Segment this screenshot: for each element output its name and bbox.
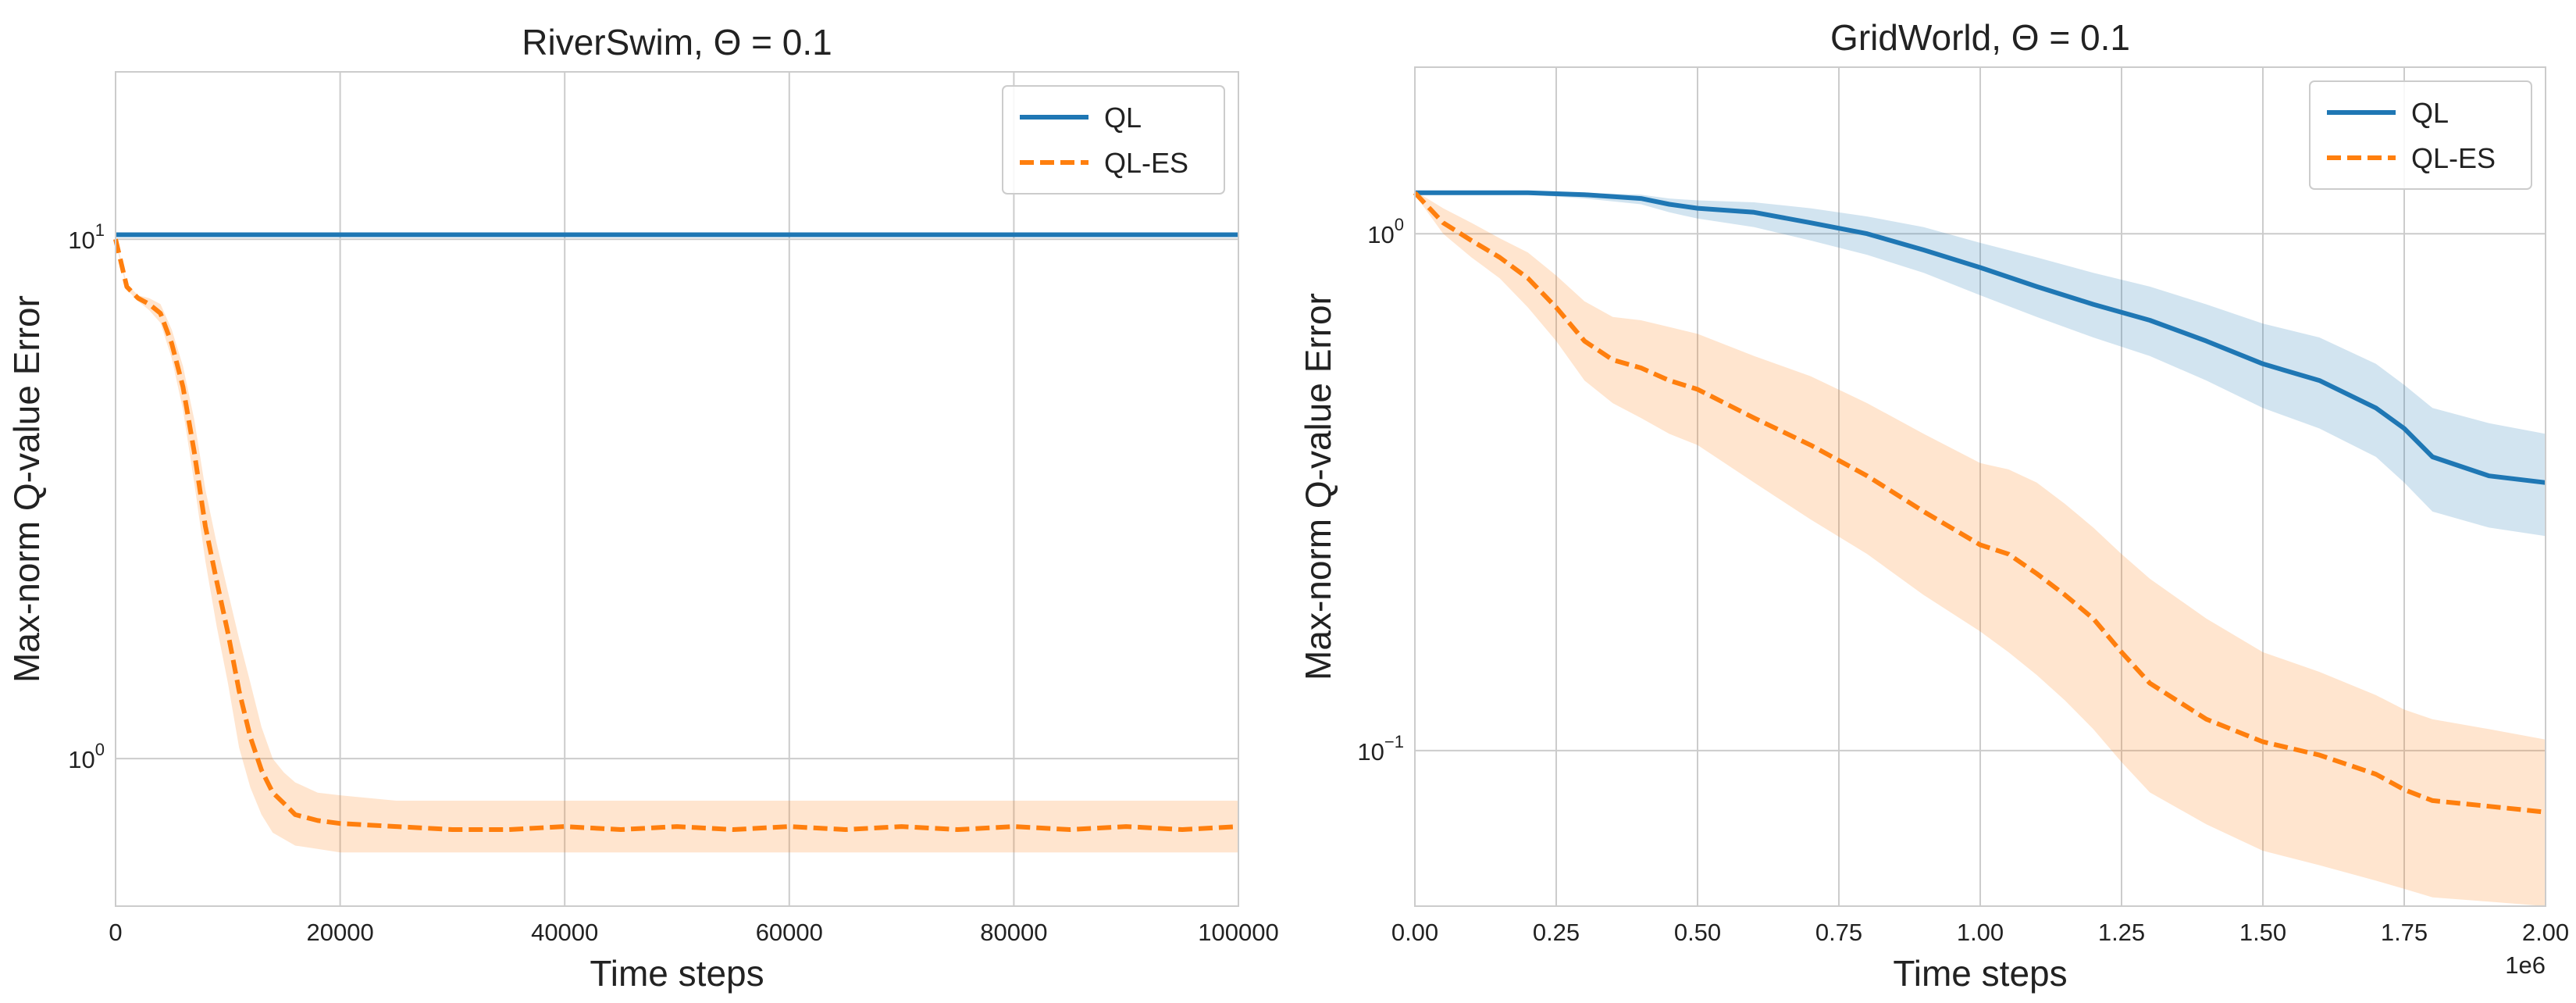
gridworld-ql-band: [1415, 191, 2546, 537]
gridworld-x-tick-label: 0.50: [1674, 919, 1721, 946]
gridworld-x-tick-label: 1.50: [2239, 919, 2286, 946]
gridworld-panel: 0.00 0.25 0.50 0.75 1.00 1.25 1.50 1.75 2.00 100…: [1298, 17, 2569, 994]
gridworld-ql-es-line: [1413, 191, 2546, 815]
riverswim-x-tick-label: 100000: [1198, 919, 1278, 946]
gridworld-x-tick-label: 1.25: [2098, 919, 2145, 946]
riverswim-x-tick-label: 80000: [980, 919, 1047, 946]
gridworld-ql-line: [1415, 190, 2546, 485]
gridworld-x-tick-label: 0.00: [1391, 919, 1438, 946]
riverswim-x-tick-label: 0: [109, 919, 122, 946]
riverswim-legend-box: [1002, 85, 1225, 195]
gridworld-legend-label-ql-es: QL-ES: [2411, 142, 2496, 174]
riverswim-panel: 0 20000 40000 60000 80000 100000 101 100 River…: [6, 22, 1279, 994]
riverswim-title: RiverSwim, Θ = 0.1: [522, 22, 832, 62]
gridworld-x-offset-label: 1e6: [2505, 951, 2546, 979]
riverswim-y-ticks: 101 100: [68, 220, 105, 773]
riverswim-x-tick-label: 40000: [531, 919, 598, 946]
gridworld-y-tick-label: 100: [1367, 215, 1404, 248]
riverswim-x-tick-label: 60000: [756, 919, 823, 946]
riverswim-ql-es-line: [113, 238, 1239, 832]
gridworld-title: GridWorld, Θ = 0.1: [1830, 17, 2130, 58]
gridworld-ql-es-band: [1415, 191, 2546, 906]
riverswim-legend-label-ql: QL: [1104, 102, 1142, 134]
gridworld-y-axis-label: Max-norm Q-value Error: [1298, 293, 1338, 680]
gridworld-x-tick-label: 0.25: [1533, 919, 1580, 946]
gridworld-x-tick-label: 0.75: [1815, 919, 1862, 946]
gridworld-x-axis-label: Time steps: [1893, 953, 2067, 994]
gridworld-y-tick-label: 10−1: [1357, 732, 1404, 766]
riverswim-y-tick-label: 100: [68, 740, 105, 773]
riverswim-x-axis-label: Time steps: [590, 953, 764, 994]
riverswim-x-tick-label: 20000: [306, 919, 373, 946]
gridworld-confidence-bands: [1415, 191, 2546, 906]
gridworld-axes-frame: [1414, 66, 2546, 907]
gridworld-legend-label-ql: QL: [2411, 97, 2449, 129]
riverswim-x-ticks: 0 20000 40000 60000 80000 100000: [109, 919, 1278, 946]
riverswim-axes-frame: [115, 71, 1239, 907]
riverswim-y-tick-label: 101: [68, 220, 105, 254]
gridworld-x-tick-label: 1.75: [2381, 919, 2428, 946]
gridworld-legend: QL QL-ES: [2309, 80, 2532, 190]
gridworld-y-ticks: 100 10−1: [1357, 215, 1404, 766]
gridworld-x-tick-label: 1.00: [1957, 919, 2004, 946]
gridworld-x-tick-label: 2.00: [2522, 919, 2569, 946]
riverswim-y-axis-label: Max-norm Q-value Error: [6, 295, 47, 683]
gridworld-legend-box: [2309, 80, 2532, 190]
riverswim-axes-background: [116, 72, 1238, 906]
riverswim-series-lines: [113, 232, 1239, 832]
riverswim-legend: QL QL-ES: [1002, 85, 1225, 195]
riverswim-legend-label-ql-es: QL-ES: [1104, 147, 1188, 179]
gridworld-series-lines: [1413, 190, 2546, 815]
gridworld-x-ticks: 0.00 0.25 0.50 0.75 1.00 1.25 1.50 1.75 2.00: [1391, 919, 2569, 946]
